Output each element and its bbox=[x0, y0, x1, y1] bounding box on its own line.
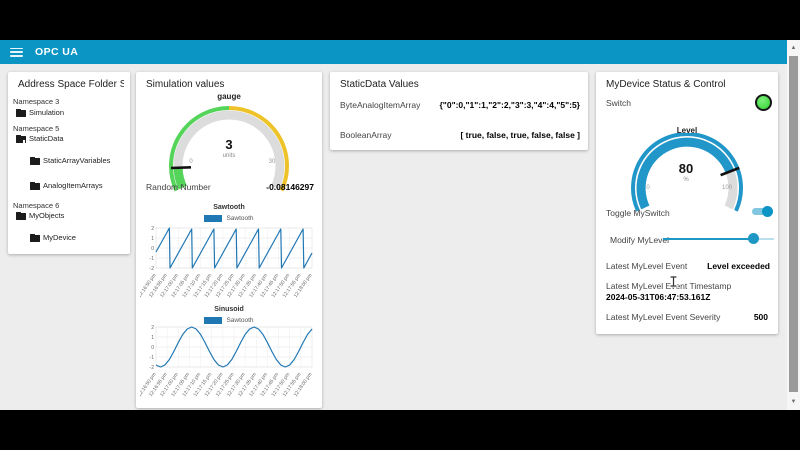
gauge-min: 0 bbox=[189, 159, 193, 165]
scrollbar-thumb[interactable] bbox=[789, 56, 798, 392]
byte-array-label: ByteAnalogItemArray bbox=[340, 100, 421, 110]
svg-text:-1: -1 bbox=[150, 355, 155, 361]
scroll-down-icon[interactable]: ▼ bbox=[790, 399, 797, 405]
tree-item-staticarrayvariables[interactable]: StaticArrayVariables bbox=[30, 156, 110, 165]
tree-item-label: StaticArrayVariables bbox=[43, 156, 111, 165]
tree-item-myobjects[interactable]: MyObjects bbox=[16, 211, 64, 220]
svg-text:1: 1 bbox=[151, 335, 154, 341]
tree-item-analogitemarrays[interactable]: AnalogItemArrays bbox=[30, 181, 103, 190]
legend-label: Sawtooth bbox=[226, 215, 254, 222]
tree-item-mydevice[interactable]: MyDevice bbox=[30, 233, 76, 242]
tree-item-simulation[interactable]: Simulation bbox=[16, 108, 64, 117]
tree-namespace-6: Namespace 6 bbox=[13, 201, 60, 210]
switch-led-indicator bbox=[755, 94, 772, 111]
level-gauge-units: % bbox=[683, 177, 689, 183]
severity-value: 500 bbox=[753, 312, 768, 322]
legend-swatch bbox=[204, 215, 223, 222]
tree-item-label: Simulation bbox=[29, 108, 65, 117]
svg-text:2: 2 bbox=[151, 325, 154, 331]
chart-sawtooth-legend: Sawtooth bbox=[136, 215, 322, 222]
gauge-units: units bbox=[223, 153, 236, 159]
tree-item-staticdata[interactable]: StaticData bbox=[16, 134, 64, 143]
modify-mylevel-slider[interactable] bbox=[663, 233, 774, 244]
timestamp-label: Latest MyLevel Event Timestamp bbox=[606, 281, 732, 291]
legend-label: Sawtooth bbox=[226, 317, 254, 324]
timestamp-value: 2024-05-31T06:47:53.161Z bbox=[606, 292, 711, 302]
chart-sinusoid-title: Sinusoid bbox=[214, 306, 244, 313]
tree-namespace-3: Namespace 3 bbox=[13, 97, 60, 106]
card-address-title: Address Space Folder Str... bbox=[18, 79, 124, 90]
folder-icon bbox=[30, 156, 40, 165]
severity-label: Latest MyLevel Event Severity bbox=[606, 312, 721, 322]
card-mydevice-title: MyDevice Status & Control bbox=[606, 79, 726, 90]
folder-icon bbox=[30, 233, 40, 242]
gauge-max: 30 bbox=[269, 159, 276, 165]
latest-event-label: Latest MyLevel Event bbox=[606, 261, 688, 271]
svg-text:-1: -1 bbox=[150, 256, 155, 262]
card-mydevice: MyDevice Status & Control Switch Level 8… bbox=[596, 72, 778, 334]
card-staticdata: StaticData Values ByteAnalogItemArray {"… bbox=[330, 72, 588, 150]
tree-item-label: StaticData bbox=[29, 134, 64, 143]
svg-text:-2: -2 bbox=[150, 266, 155, 272]
tree-item-label: MyDevice bbox=[43, 233, 76, 242]
level-gauge-title: Level bbox=[676, 126, 698, 135]
gauge-needle bbox=[170, 166, 192, 170]
svg-text:0: 0 bbox=[151, 345, 154, 351]
gauge-title: gauge bbox=[217, 92, 241, 101]
svg-text:1: 1 bbox=[151, 236, 154, 242]
legend-swatch bbox=[204, 317, 223, 324]
modify-mylevel-label: Modify MyLevel bbox=[610, 235, 670, 245]
svg-text:0: 0 bbox=[151, 246, 154, 252]
mouse-cursor-icon bbox=[669, 275, 678, 288]
slider-knob[interactable] bbox=[748, 233, 759, 244]
level-gauge-max: 100 bbox=[722, 185, 733, 191]
card-staticdata-title: StaticData Values bbox=[340, 79, 419, 90]
tree-item-label: MyObjects bbox=[29, 211, 65, 220]
menu-icon[interactable] bbox=[10, 47, 23, 57]
byte-array-value: {"0":0,"1":1,"2":2,"3":3,"4":4,"5":5} bbox=[439, 100, 581, 110]
boolean-array-label: BooleanArray bbox=[340, 130, 392, 140]
level-gauge: 80 % 0 100 bbox=[631, 133, 743, 212]
toggle-myswitch[interactable] bbox=[752, 206, 773, 217]
gauge-value: 3 bbox=[225, 137, 232, 152]
scroll-up-icon[interactable]: ▲ bbox=[790, 45, 797, 51]
card-simulation-title: Simulation values bbox=[146, 79, 225, 90]
simulation-gauge: 3 units 0 30 bbox=[169, 106, 289, 192]
card-address-space: Address Space Folder Str... Namespace 3 … bbox=[8, 72, 130, 254]
app-header: OPC UA bbox=[0, 40, 787, 64]
svg-text:-2: -2 bbox=[150, 365, 155, 371]
random-number-value: -0.08146297 bbox=[266, 182, 314, 192]
card-simulation: Simulation values gauge 3 units 0 30 Ran… bbox=[136, 72, 322, 408]
switch-label: Switch bbox=[606, 98, 632, 108]
folder-icon bbox=[16, 108, 26, 117]
random-number-label: Random Number bbox=[146, 182, 211, 192]
tree-item-label: AnalogItemArrays bbox=[43, 181, 103, 190]
browser-viewport: OPC UA Address Space Folder Str... Names… bbox=[0, 40, 787, 410]
level-gauge-min: 0 bbox=[646, 185, 650, 191]
boolean-array-value: [ true, false, true, false, false ] bbox=[460, 130, 580, 140]
toggle-myswitch-label: Toggle MySwitch bbox=[606, 208, 670, 218]
level-gauge-value: 80 bbox=[679, 161, 693, 176]
folder-icon bbox=[30, 181, 40, 190]
gauge-needle bbox=[720, 166, 740, 177]
vertical-scrollbar[interactable]: ▲ ▼ bbox=[787, 40, 800, 410]
app-title: OPC UA bbox=[35, 46, 79, 58]
folder-icon bbox=[16, 211, 26, 220]
chart-sinusoid-legend: Sawtooth bbox=[136, 317, 322, 324]
chart-sawtooth-title: Sawtooth bbox=[213, 204, 245, 211]
folder-open-icon bbox=[16, 134, 26, 143]
latest-event-value: Level exceeded bbox=[707, 261, 770, 271]
svg-text:2: 2 bbox=[151, 226, 154, 232]
tree-namespace-5: Namespace 5 bbox=[13, 124, 60, 133]
